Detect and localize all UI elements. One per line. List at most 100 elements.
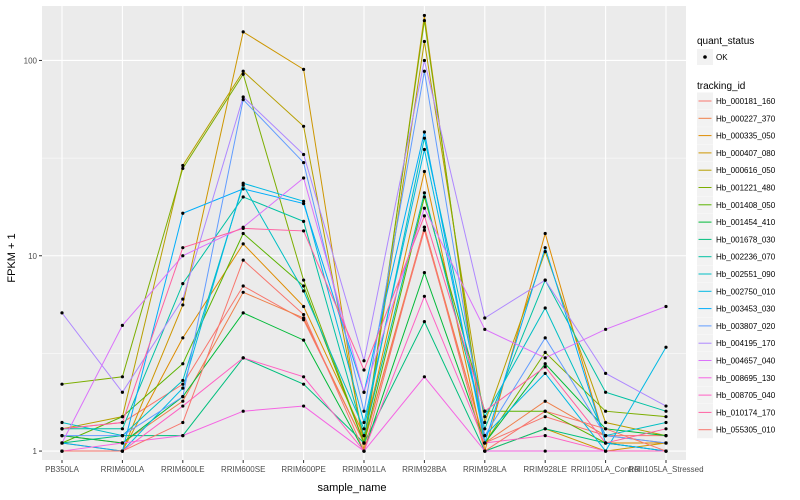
- data-point: [483, 409, 487, 413]
- data-point: [422, 228, 426, 232]
- legend-color-label: Hb_003453_030: [716, 305, 776, 314]
- data-point: [543, 246, 547, 250]
- data-point: [543, 362, 547, 366]
- data-point: [422, 320, 426, 324]
- data-point: [362, 409, 366, 413]
- data-point: [181, 336, 185, 340]
- data-point: [604, 371, 608, 375]
- legend-color-label: Hb_003807_020: [716, 322, 776, 331]
- series-points: [60, 13, 668, 453]
- data-point: [181, 282, 185, 286]
- data-point: [664, 404, 668, 408]
- data-point: [362, 433, 366, 438]
- data-point: [422, 191, 426, 195]
- data-point: [422, 13, 426, 18]
- data-point: [543, 231, 547, 236]
- data-point: [483, 449, 487, 453]
- data-point: [302, 312, 306, 317]
- data-point: [181, 399, 185, 403]
- data-point: [604, 327, 608, 331]
- data-point: [302, 199, 306, 203]
- data-point: [543, 336, 547, 340]
- data-point: [181, 433, 185, 438]
- legend-color-label: Hb_000335_050: [716, 132, 776, 141]
- data-point: [604, 409, 608, 413]
- x-tick-label: RRIM928LA: [463, 465, 507, 474]
- data-point: [302, 284, 306, 288]
- data-point: [543, 371, 547, 375]
- data-point: [422, 206, 426, 210]
- data-point: [241, 30, 245, 34]
- data-point: [302, 404, 306, 408]
- data-point: [483, 415, 487, 419]
- data-point: [181, 254, 185, 258]
- data-point: [664, 427, 668, 431]
- data-point: [302, 176, 306, 180]
- data-point: [181, 420, 185, 425]
- data-point: [60, 449, 64, 453]
- data-point: [120, 433, 124, 438]
- data-point: [302, 338, 306, 342]
- legend-color-label: Hb_000407_080: [716, 149, 776, 158]
- data-point: [664, 420, 668, 425]
- data-point: [241, 242, 245, 246]
- data-point: [302, 278, 306, 282]
- x-tick-label: RRIM600LA: [101, 465, 145, 474]
- data-point: [181, 297, 185, 301]
- data-point: [422, 69, 426, 73]
- data-point: [302, 67, 306, 71]
- data-point: [181, 395, 185, 399]
- data-point: [120, 441, 124, 445]
- data-point: [181, 362, 185, 366]
- data-point: [362, 368, 366, 372]
- data-point: [604, 449, 608, 453]
- data-point: [120, 415, 124, 419]
- x-tick-label: RRIM928BA: [402, 465, 447, 474]
- data-point: [483, 327, 487, 331]
- y-tick-label: 100: [24, 56, 38, 65]
- data-point: [664, 433, 668, 438]
- x-tick-label: RRIM600SE: [221, 465, 265, 474]
- data-point: [241, 231, 245, 236]
- data-point: [543, 306, 547, 310]
- data-point: [302, 375, 306, 379]
- x-tick-label: RRIM600PE: [281, 465, 325, 474]
- legend-tracking-id: tracking_id Hb_000181_160 Hb_000227_370 Hb…: [697, 81, 776, 439]
- data-point: [422, 147, 426, 152]
- data-point: [543, 433, 547, 438]
- data-point: [664, 449, 668, 453]
- legend-color-label: Hb_002750_010: [716, 287, 776, 296]
- data-point: [241, 69, 245, 73]
- data-point: [241, 181, 245, 185]
- data-point: [181, 303, 185, 307]
- data-point: [241, 284, 245, 288]
- data-point: [362, 449, 366, 453]
- data-point: [483, 420, 487, 425]
- x-tick-label: RRIM901LA: [342, 465, 386, 474]
- legend-color-label: Hb_008705_040: [716, 391, 776, 400]
- data-point: [422, 39, 426, 44]
- data-point: [302, 201, 306, 206]
- legend-color-label: Hb_000227_370: [716, 114, 776, 123]
- legend-color-label: Hb_004657_040: [716, 357, 776, 366]
- legend-color-label: Hb_008695_130: [716, 374, 776, 383]
- legend-color-label: Hb_000616_050: [716, 166, 776, 175]
- data-point: [181, 404, 185, 408]
- legend-color-label: Hb_004195_170: [716, 339, 776, 348]
- y-tick-label: 1: [33, 447, 38, 456]
- data-point: [241, 98, 245, 102]
- data-point: [241, 187, 245, 191]
- data-point: [664, 345, 668, 349]
- x-tick-label: RRII105LA_Stressed: [628, 465, 703, 474]
- legend-shape-label: OK: [716, 53, 728, 62]
- legend-color-label: Hb_000181_160: [716, 97, 776, 106]
- data-point: [422, 375, 426, 379]
- data-point: [664, 441, 668, 445]
- y-axis: 1 10 100: [24, 56, 42, 456]
- data-point: [241, 95, 245, 99]
- data-point: [60, 433, 64, 438]
- data-point: [664, 415, 668, 419]
- data-point: [604, 390, 608, 394]
- data-point: [120, 390, 124, 394]
